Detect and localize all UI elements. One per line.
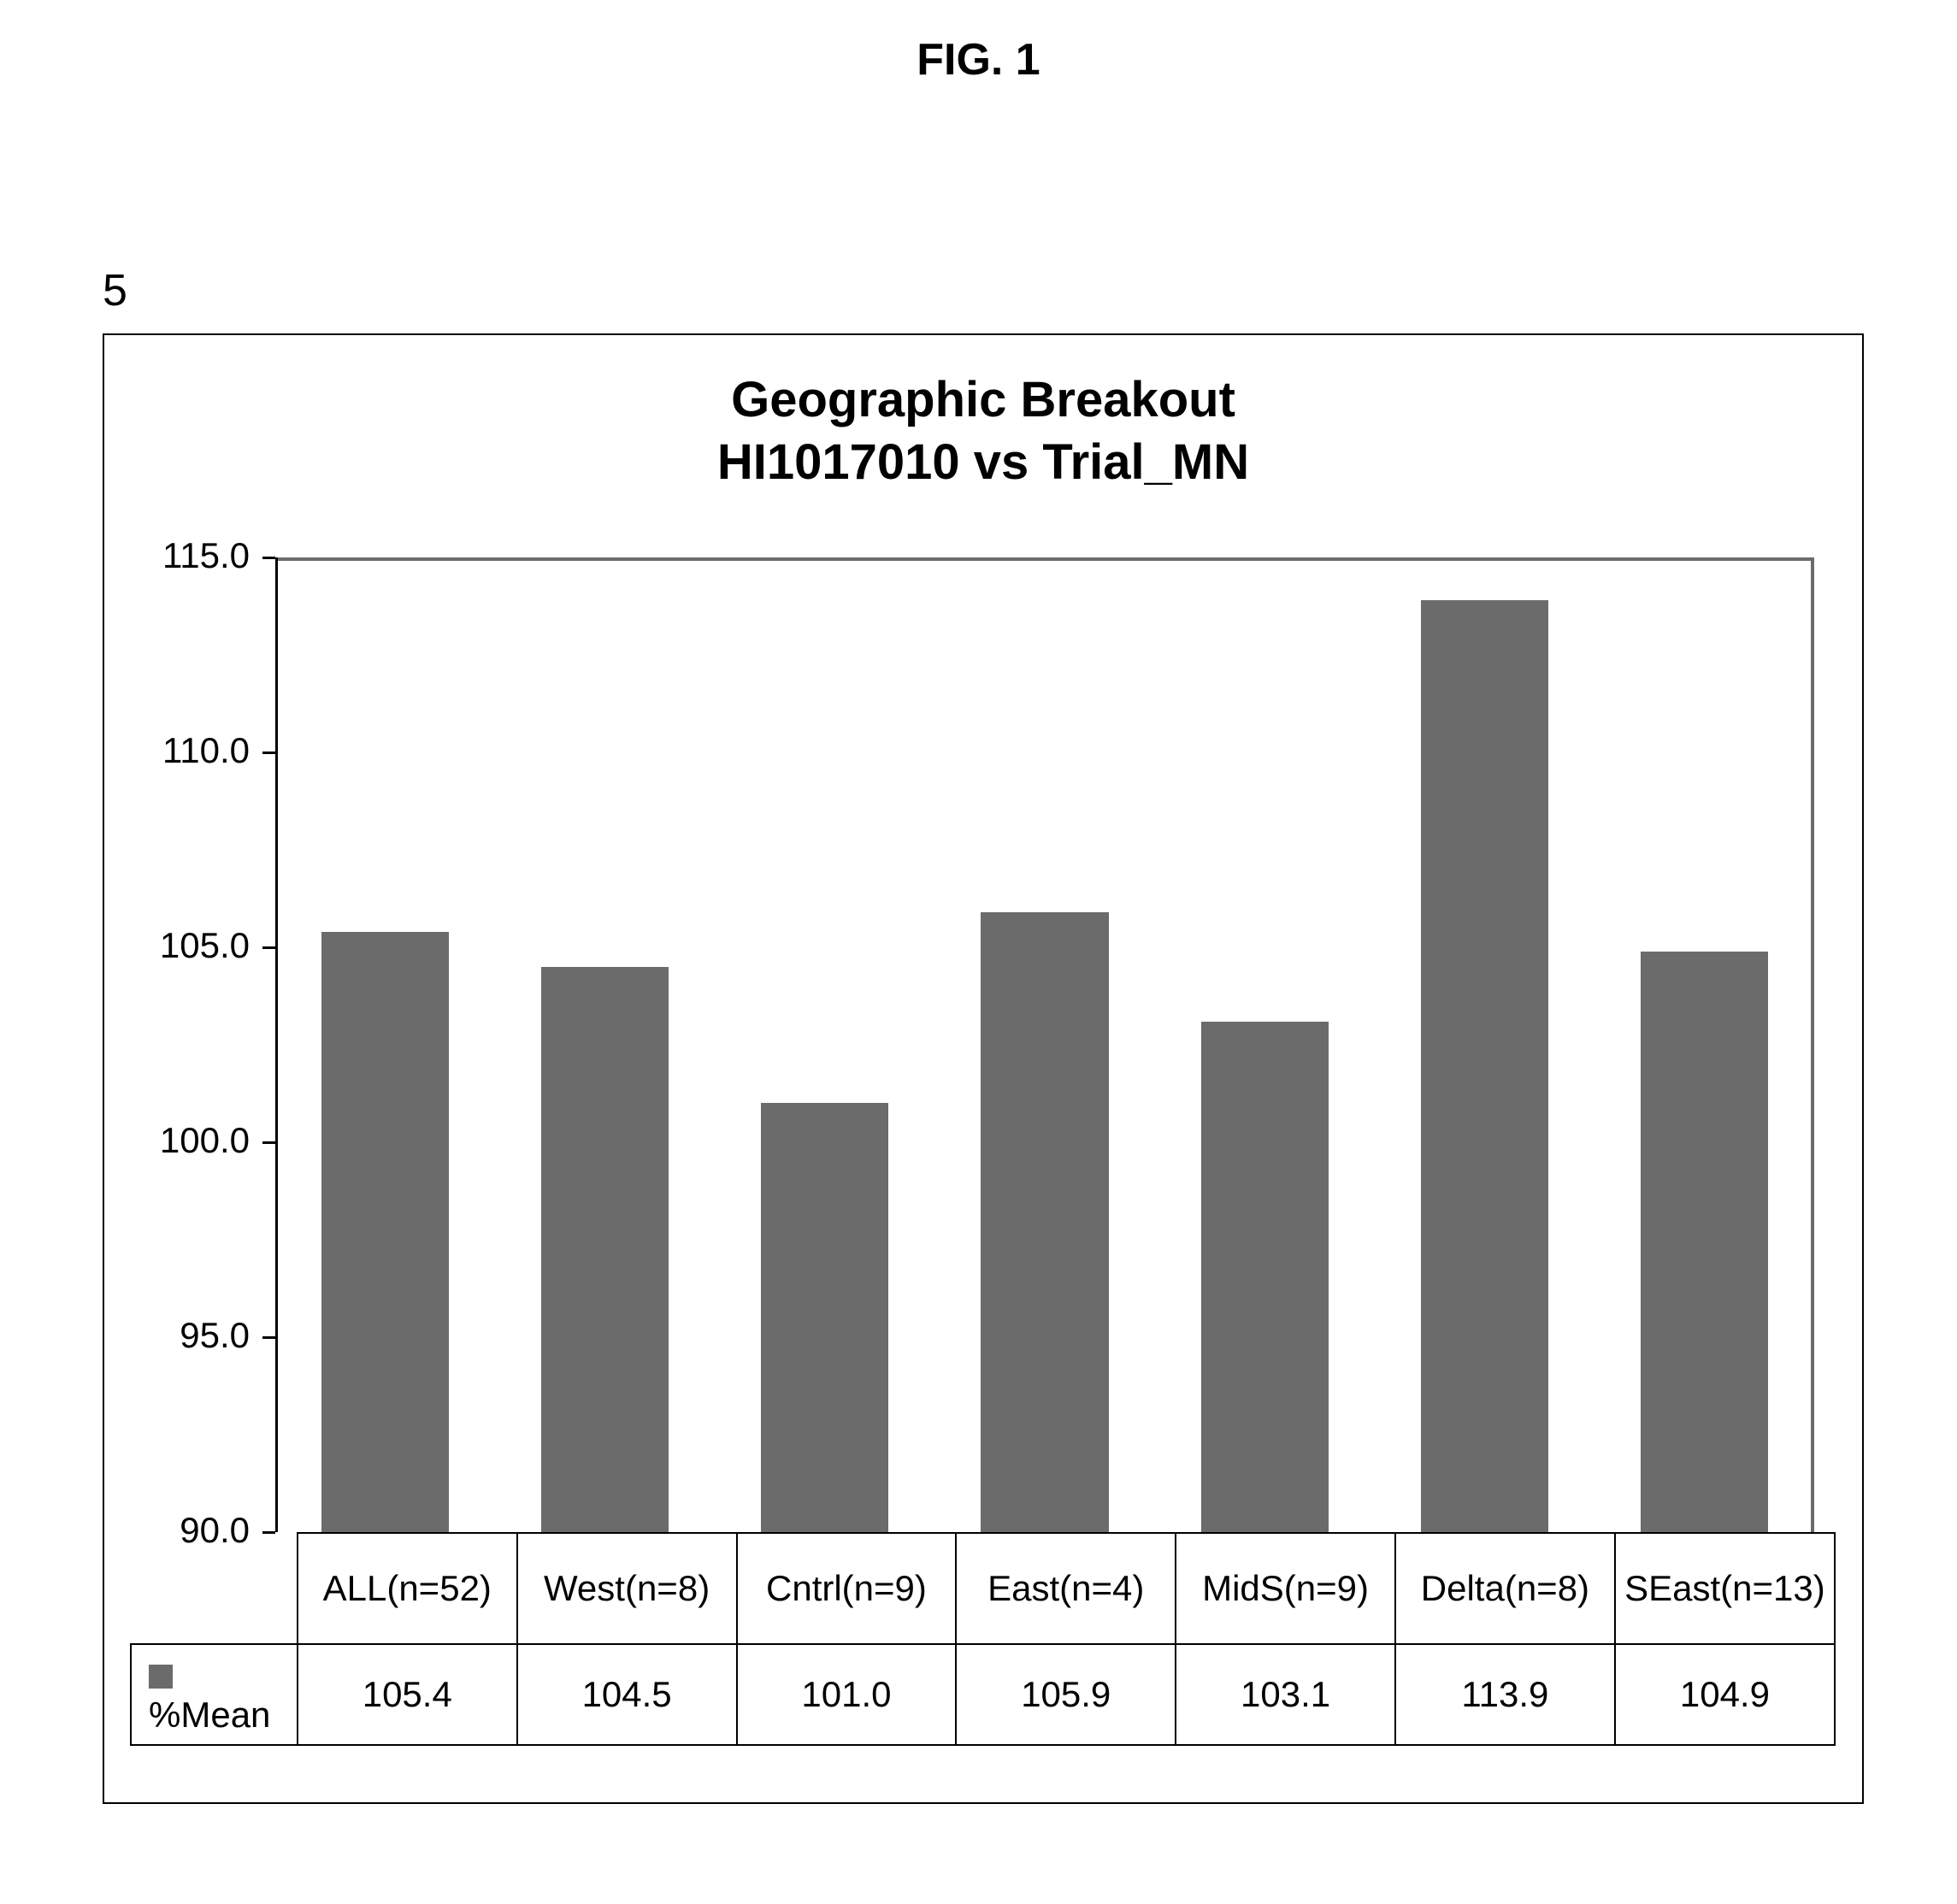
bar — [1201, 1022, 1329, 1532]
table-value-cell: 103.1 — [1176, 1644, 1395, 1745]
bar — [1641, 952, 1768, 1532]
table-empty-corner — [131, 1533, 298, 1644]
table-value-row: %Mean 105.4104.5101.0105.9103.1113.9104.… — [131, 1644, 1835, 1745]
y-tick — [262, 1141, 275, 1144]
bar — [981, 912, 1108, 1532]
table-value-cell: 105.4 — [298, 1644, 517, 1745]
bar — [541, 967, 669, 1532]
table-header-row: ALL(n=52)West(n=8)Cntrl(n=9)East(n=4)Mid… — [131, 1533, 1835, 1644]
side-number-label: 5 — [103, 265, 127, 316]
table-value-cell: 104.9 — [1615, 1644, 1835, 1745]
y-tick-label: 95.0 — [104, 1315, 250, 1356]
y-tick — [262, 557, 275, 559]
table-category-cell: Cntrl(n=9) — [737, 1533, 957, 1644]
bars-container — [275, 557, 1814, 1532]
y-tick-label: 110.0 — [104, 730, 250, 771]
y-tick-label: 115.0 — [104, 535, 250, 576]
chart-title: Geographic Breakout HI1017010 vs Trial_M… — [104, 369, 1862, 493]
table-category-cell: West(n=8) — [517, 1533, 737, 1644]
bar — [761, 1103, 888, 1532]
y-tick — [262, 752, 275, 754]
table-category-cell: SEast(n=13) — [1615, 1533, 1835, 1644]
series-name-label: %Mean — [149, 1695, 270, 1735]
table-category-cell: Delta(n=8) — [1395, 1533, 1615, 1644]
table-category-cell: ALL(n=52) — [298, 1533, 517, 1644]
page-root: FIG. 1 5 Geographic Breakout HI1017010 v… — [0, 0, 1957, 1904]
y-tick-label: 100.0 — [104, 1120, 250, 1161]
table-value-cell: 113.9 — [1395, 1644, 1615, 1745]
legend-cell: %Mean — [131, 1644, 298, 1745]
chart-title-line2: HI1017010 vs Trial_MN — [717, 434, 1249, 490]
chart-title-line1: Geographic Breakout — [731, 372, 1235, 427]
y-tick — [262, 946, 275, 949]
data-table: ALL(n=52)West(n=8)Cntrl(n=9)East(n=4)Mid… — [130, 1532, 1836, 1746]
legend-swatch — [149, 1665, 173, 1689]
table-category-cell: MidS(n=9) — [1176, 1533, 1395, 1644]
table-value-cell: 104.5 — [517, 1644, 737, 1745]
chart-container: Geographic Breakout HI1017010 vs Trial_M… — [103, 333, 1864, 1804]
table-value-cell: 105.9 — [956, 1644, 1176, 1745]
y-tick-label: 105.0 — [104, 925, 250, 966]
table-value-cell: 101.0 — [737, 1644, 957, 1745]
figure-label: FIG. 1 — [0, 34, 1957, 85]
y-tick — [262, 1336, 275, 1339]
table-category-cell: East(n=4) — [956, 1533, 1176, 1644]
bar — [1421, 600, 1548, 1532]
bar — [321, 932, 449, 1532]
